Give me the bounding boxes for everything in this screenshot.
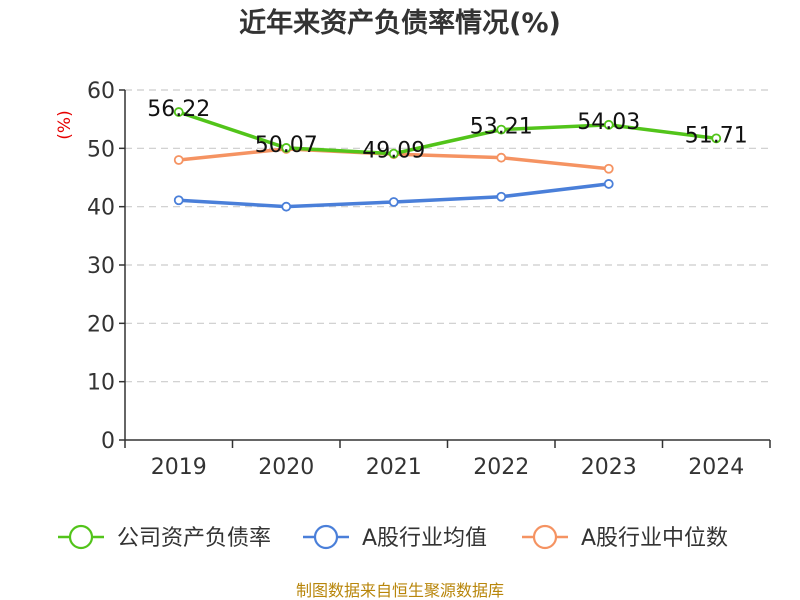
data-point-0-2024 (711, 133, 722, 144)
legend-label: A股行业均值 (362, 526, 487, 551)
legend-item-0[interactable]: 公司资产负债率 (58, 524, 271, 551)
y-tick-label-10: 10 (87, 371, 115, 396)
series-line-0 (178, 110, 717, 156)
data-labels: 56.22 50.07 49.09 53.21 54.03 51.71 (147, 97, 747, 164)
data-label-2020: 50.07 (255, 133, 318, 158)
y-tick-label-50: 50 (87, 137, 115, 162)
x-tick-label-2023: 2023 (581, 455, 637, 480)
data-point-0-2022 (496, 124, 507, 135)
y-tick-label-40: 40 (87, 196, 115, 221)
legend-label: A股行业中位数 (581, 526, 728, 551)
x-tick-label-2019: 2019 (151, 455, 207, 480)
legend-swatch-marker (532, 524, 558, 550)
data-point-2-2023 (603, 163, 614, 174)
data-label-2022: 53.21 (470, 115, 533, 140)
data-point-1-2022 (496, 191, 507, 202)
data-label-2023: 54.03 (577, 110, 640, 135)
y-tick-label-30: 30 (87, 254, 115, 279)
legend-swatch-marker (313, 524, 339, 550)
x-tick-label-2022: 2022 (473, 455, 529, 480)
data-label-2024: 51.71 (685, 123, 748, 148)
y-tick-label-0: 0 (101, 429, 115, 454)
data-label-2021: 49.09 (362, 139, 425, 164)
x-tick-label-2021: 2021 (366, 455, 422, 480)
source-note: 制图数据来自恒生聚源数据库 (296, 581, 504, 600)
legend-item-1[interactable]: A股行业均值 (303, 524, 487, 551)
data-point-1-2020 (281, 201, 292, 212)
x-tick-label-2020: 2020 (258, 455, 314, 480)
data-point-0-2020 (281, 143, 292, 153)
data-point-0-2023 (603, 119, 614, 130)
data-point-2-2022 (496, 152, 507, 163)
legend-swatch-marker (68, 524, 94, 550)
data-point-0-2019 (173, 107, 184, 117)
data-point-1-2019 (173, 195, 184, 206)
chart-title: 近年来资产负债率情况(%) (239, 7, 561, 39)
legend: 公司资产负债率 A股行业均值 A股行业中位数 (58, 524, 728, 551)
y-tick-label-60: 60 (87, 79, 115, 104)
data-point-0-2021 (388, 148, 399, 159)
y-tick-label-20: 20 (87, 312, 115, 337)
series-lines (173, 107, 722, 212)
axes: 0 10 20 30 40 50 60 2019 2020 2021 2022 2023 2024 (87, 79, 771, 480)
data-point-2-2019 (173, 155, 184, 165)
legend-item-2[interactable]: A股行业中位数 (522, 524, 728, 551)
data-label-2019: 56.22 (147, 97, 210, 122)
data-point-1-2023 (603, 179, 614, 189)
legend-label: 公司资产负债率 (117, 526, 271, 551)
data-point-1-2021 (388, 197, 399, 207)
x-tick-label-2024: 2024 (688, 455, 744, 480)
y-axis-unit-label: (%) (55, 110, 75, 139)
